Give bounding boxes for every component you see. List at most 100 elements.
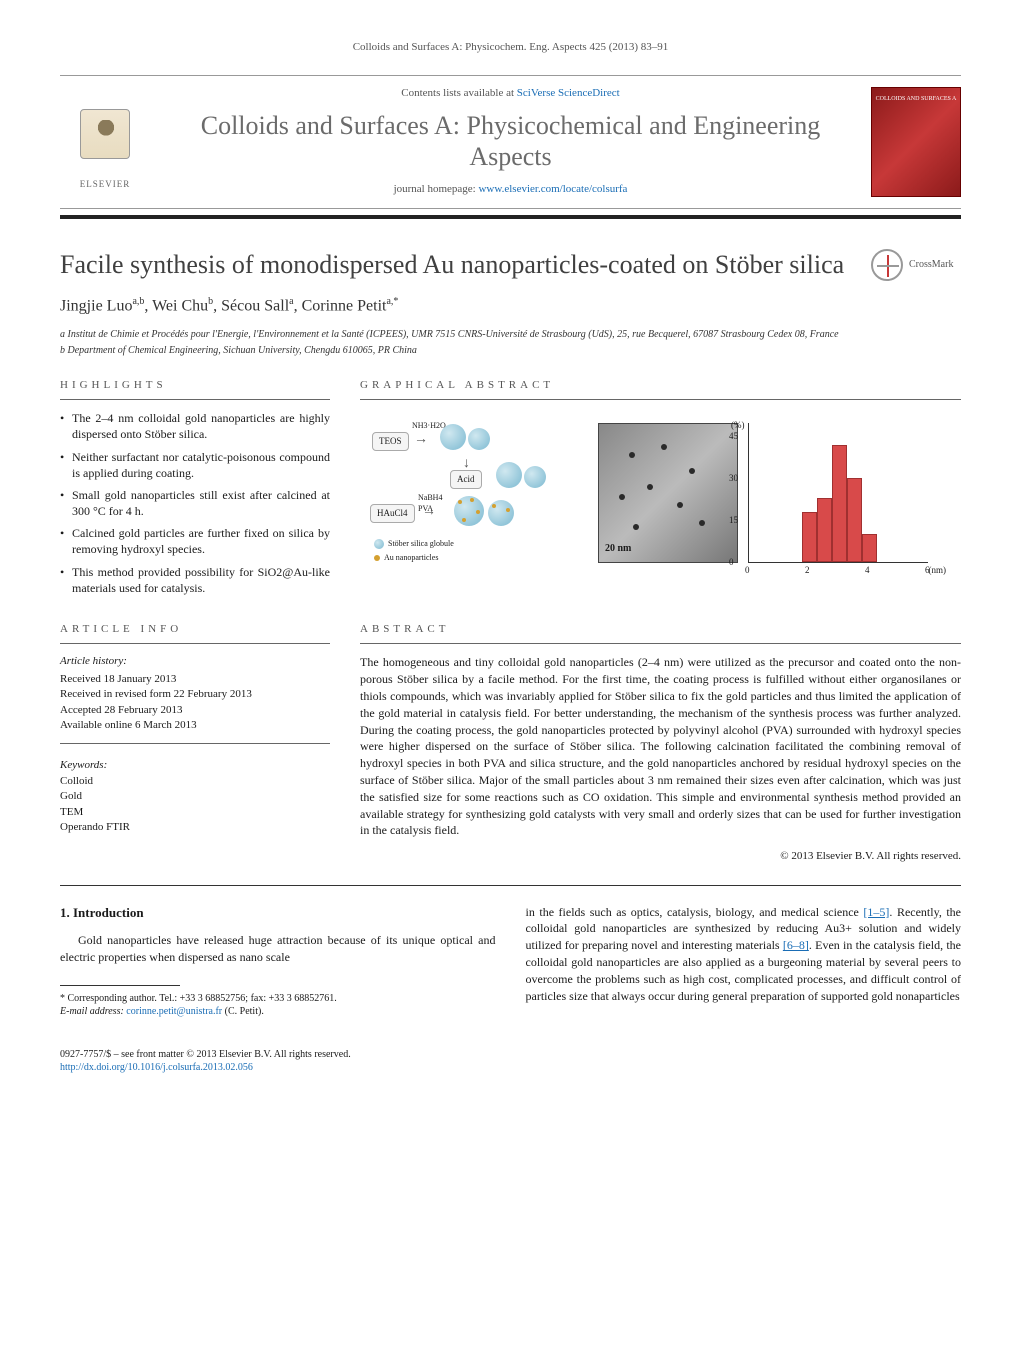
ga-legend-swatch-icon (374, 555, 380, 561)
crossmark-label: CrossMark (909, 258, 953, 272)
hist-xtick: 2 (805, 564, 810, 577)
email-suffix: (C. Petit). (222, 1006, 264, 1017)
history-online: Available online 6 March 2013 (60, 718, 330, 733)
ga-globule-icon (440, 424, 466, 450)
body-col-right: in the fields such as optics, catalysis,… (526, 904, 962, 1019)
abstract-text: The homogeneous and tiny colloidal gold … (360, 654, 961, 839)
highlight-item: This method provided possibility for SiO… (60, 564, 330, 596)
ga-tem-scale-bar: 20 nm (605, 542, 631, 556)
highlights-row: HIGHLIGHTS The 2–4 nm colloidal gold nan… (60, 378, 961, 602)
doi-link[interactable]: http://dx.doi.org/10.1016/j.colsurfa.201… (60, 1062, 253, 1073)
body-columns: 1. Introduction Gold nanoparticles have … (60, 904, 961, 1019)
highlight-item: The 2–4 nm colloidal gold nanoparticles … (60, 410, 330, 442)
author-list: Jingjie Luoa,b, Wei Chub, Sécou Salla, C… (60, 295, 961, 318)
masthead: ELSEVIER Contents lists available at Sci… (60, 75, 961, 208)
ga-globule-icon (468, 428, 490, 450)
abstract-heading: ABSTRACT (360, 622, 961, 637)
ga-legend-swatch-icon (374, 539, 384, 549)
keyword-item: TEM (60, 805, 330, 820)
body-top-rule (60, 885, 961, 886)
hist-ytick: 0 (729, 556, 734, 569)
hist-ytick: 30 (729, 472, 738, 485)
journal-title: Colloids and Surfaces A: Physicochemical… (160, 110, 861, 172)
affiliation-line: a Institut de Chimie et Procédés pour l'… (60, 328, 961, 342)
article-title: Facile synthesis of monodispersed Au nan… (60, 249, 871, 282)
corresponding-author-footnote: * Corresponding author. Tel.: +33 3 6885… (60, 992, 496, 1018)
citation-link[interactable]: [1–5] (863, 905, 889, 919)
ga-globule-icon (496, 462, 522, 488)
hist-ylabel: (%) (731, 419, 745, 432)
elsevier-tree-icon (70, 94, 140, 174)
affiliations: a Institut de Chimie et Procédés pour l'… (60, 328, 961, 358)
publisher-name: ELSEVIER (80, 178, 131, 191)
history-revised: Received in revised form 22 February 201… (60, 687, 330, 702)
ga-legend-label: Au nanoparticles (384, 552, 438, 563)
body-col-left: 1. Introduction Gold nanoparticles have … (60, 904, 496, 1019)
section-rule (360, 399, 961, 400)
keywords-block: Keywords: ColloidGoldTEMOperando FTIR (60, 758, 330, 835)
article-info-column: ARTICLE INFO Article history: Received 1… (60, 622, 330, 865)
corresponding-email-link[interactable]: corinne.petit@unistra.fr (126, 1006, 222, 1017)
hist-bar (862, 534, 877, 562)
ga-synthesis-diagram: TEOS → NH3·H2O ↓ Acid HAuCl4 → NaBH4 PVA (368, 418, 588, 568)
corresponding-line: * Corresponding author. Tel.: +33 3 6885… (60, 992, 496, 1005)
history-label: Article history: (60, 654, 330, 669)
highlights-heading: HIGHLIGHTS (60, 378, 330, 393)
keyword-item: Colloid (60, 774, 330, 789)
ga-globule-icon (524, 466, 546, 488)
keyword-item: Operando FTIR (60, 820, 330, 835)
crossmark-badge[interactable]: CrossMark (871, 249, 961, 281)
info-abstract-row: ARTICLE INFO Article history: Received 1… (60, 622, 961, 865)
ga-step-haucl4: HAuCl4 (370, 504, 415, 523)
masthead-center: Contents lists available at SciVerse Sci… (150, 86, 871, 197)
highlights-list: The 2–4 nm colloidal gold nanoparticles … (60, 410, 330, 596)
hist-bar (832, 445, 847, 563)
keywords-label: Keywords: (60, 758, 330, 773)
email-line: E-mail address: corinne.petit@unistra.fr… (60, 1005, 496, 1018)
ga-legend-au: Au nanoparticles (374, 552, 438, 563)
publisher-logo-block: ELSEVIER (60, 94, 150, 191)
section-rule (360, 643, 961, 644)
intro-text: in the fields such as optics, catalysis,… (526, 905, 864, 919)
graphical-abstract-heading: GRAPHICAL ABSTRACT (360, 378, 961, 393)
hist-xtick: 0 (745, 564, 750, 577)
highlight-item: Calcined gold particles are further fixe… (60, 525, 330, 557)
graphical-abstract: TEOS → NH3·H2O ↓ Acid HAuCl4 → NaBH4 PVA (360, 410, 961, 576)
affiliation-line: b Department of Chemical Engineering, Si… (60, 344, 961, 358)
hist-xlabel: (nm) (929, 564, 947, 577)
journal-cover-thumbnail: COLLOIDS AND SURFACES A (871, 87, 961, 197)
contents-available-line: Contents lists available at SciVerse Sci… (160, 86, 861, 101)
email-label: E-mail address: (60, 1006, 126, 1017)
abstract-column: ABSTRACT The homogeneous and tiny colloi… (360, 622, 961, 865)
ga-step-acid: Acid (450, 470, 482, 489)
highlight-item: Small gold nanoparticles still exist aft… (60, 487, 330, 519)
hist-bar (847, 478, 862, 562)
hist-xtick: 4 (865, 564, 870, 577)
article-info-heading: ARTICLE INFO (60, 622, 330, 637)
journal-homepage-line: journal homepage: www.elsevier.com/locat… (160, 182, 861, 197)
journal-homepage-link[interactable]: www.elsevier.com/locate/colsurfa (478, 183, 627, 195)
ga-tem-image: 20 nm (598, 423, 738, 563)
hist-bar (817, 498, 832, 562)
ga-arrow-icon: → (414, 430, 428, 450)
history-received: Received 18 January 2013 (60, 672, 330, 687)
abstract-copyright: © 2013 Elsevier B.V. All rights reserved… (360, 849, 961, 864)
ga-cond-haucl4: NaBH4 PVA (418, 492, 442, 514)
sciencedirect-link[interactable]: SciVerse ScienceDirect (517, 87, 620, 99)
running-header: Colloids and Surfaces A: Physicochem. En… (60, 40, 961, 55)
ga-step-teos: TEOS (372, 432, 409, 451)
issn-line: 0927-7757/$ – see front matter © 2013 El… (60, 1048, 961, 1061)
section-rule (60, 643, 330, 644)
masthead-rule (60, 215, 961, 219)
citation-link[interactable]: [6–8] (783, 938, 809, 952)
ga-legend-globule: Stöber silica globule (374, 538, 454, 549)
intro-para-2: in the fields such as optics, catalysis,… (526, 904, 962, 1005)
hist-ytick: 15 (729, 514, 738, 527)
intro-heading: 1. Introduction (60, 904, 496, 922)
highlight-item: Neither surfactant nor catalytic-poisono… (60, 449, 330, 481)
article-history: Article history: Received 18 January 201… (60, 654, 330, 733)
page-footer: 0927-7757/$ – see front matter © 2013 El… (60, 1048, 961, 1074)
article-header: Facile synthesis of monodispersed Au nan… (60, 249, 961, 282)
homepage-prefix: journal homepage: (394, 183, 479, 195)
section-rule (60, 743, 330, 744)
